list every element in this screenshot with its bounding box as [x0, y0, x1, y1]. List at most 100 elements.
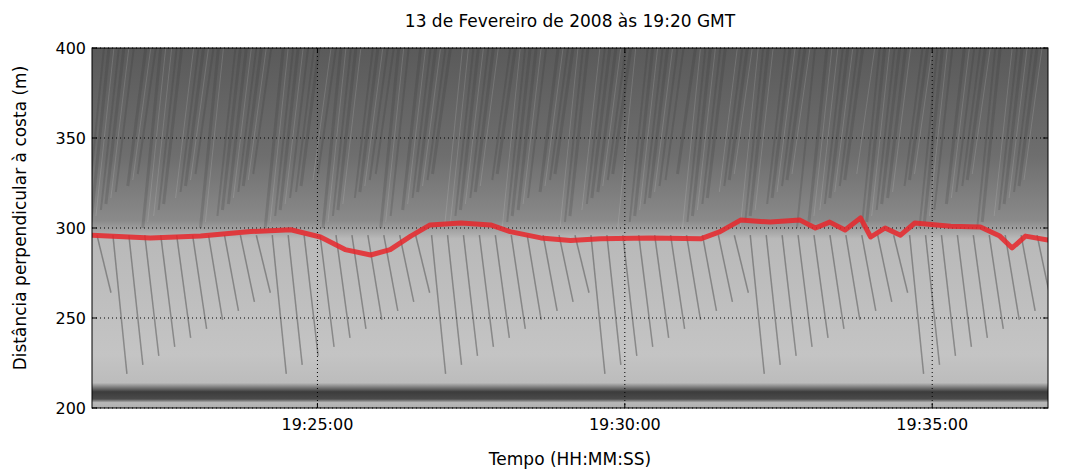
x-axis-title: Tempo (HH:MM:SS) [488, 449, 651, 469]
image-streak [755, 48, 773, 210]
image-streak [910, 48, 928, 180]
image-streak [164, 48, 182, 204]
y-axis-title: Distância perpendicular à costa (m) [10, 66, 30, 371]
shoreline [92, 218, 1048, 255]
image-streak [702, 48, 720, 204]
image-streak [186, 48, 204, 186]
image-swash [607, 235, 621, 365]
image-swash [272, 235, 286, 374]
image-swash [973, 235, 987, 338]
image-streak [285, 48, 303, 204]
image-swash [400, 235, 414, 302]
image-streak [951, 48, 969, 198]
image-swash [718, 235, 732, 302]
image-swash [177, 235, 191, 338]
image-streak [608, 48, 626, 180]
y-tick-label: 400 [55, 39, 86, 58]
image-streak [290, 48, 308, 198]
plot-frame [92, 48, 1048, 408]
image-streak [222, 48, 240, 210]
image-swash [989, 235, 1003, 329]
image-streak [745, 48, 763, 222]
image-streak [370, 48, 388, 180]
x-tick [317, 403, 318, 408]
x-tick [932, 48, 933, 53]
y-tick [1043, 318, 1048, 319]
image-streak [924, 48, 942, 222]
image-streak [106, 48, 124, 204]
image-streak [882, 48, 900, 204]
x-tick-label: 19:25:00 [281, 415, 353, 434]
image-streak [946, 48, 964, 204]
grid [92, 48, 1048, 408]
image-streak [243, 48, 261, 186]
image-swash [432, 235, 446, 374]
y-tick [92, 408, 97, 409]
image-streak [724, 48, 742, 186]
image-streak [148, 48, 166, 222]
image-streak [328, 48, 346, 222]
y-grid-line [92, 138, 1048, 139]
image-streak [787, 48, 805, 180]
image-streak [877, 48, 895, 210]
image-swash [1037, 235, 1048, 302]
image-swash [145, 235, 159, 356]
image-streak [143, 48, 161, 228]
image-streak [200, 48, 218, 228]
image-streak [480, 48, 498, 186]
image-swash [702, 235, 716, 311]
image-streak [972, 48, 990, 174]
image-streak [360, 48, 378, 192]
image-swash [639, 235, 653, 347]
y-tick [92, 48, 97, 49]
image-streak [655, 48, 673, 192]
y-tick [1043, 228, 1048, 229]
image-swash [416, 235, 430, 293]
image-streak [570, 48, 588, 216]
image-streak [603, 48, 621, 186]
image-swash [671, 235, 685, 329]
image-swash [941, 235, 955, 356]
image-streak [550, 48, 568, 180]
image-streak [729, 48, 747, 180]
image-swash [862, 235, 876, 311]
y-tick-label: 250 [55, 309, 86, 328]
image-streak [523, 48, 541, 204]
image-swash [957, 235, 971, 347]
image-swash [830, 235, 844, 329]
image-streak [205, 48, 223, 222]
image-swash [878, 235, 892, 302]
image-streak [386, 48, 404, 222]
image-streak [982, 48, 1000, 222]
image-streak [565, 48, 583, 222]
image-streak [750, 48, 768, 216]
title: 13 de Fevereiro de 2008 às 19:20 GMT [405, 11, 736, 31]
image-swash [910, 235, 924, 374]
image-swash [448, 235, 462, 365]
image-streak [582, 48, 600, 210]
image-swash [193, 235, 207, 329]
image-streak [857, 48, 875, 174]
image-streak [253, 48, 271, 174]
image-swash [256, 235, 270, 293]
image-streak [592, 48, 610, 198]
y-tick-label: 200 [55, 399, 86, 418]
image-swash [655, 235, 669, 338]
image-streak [734, 48, 752, 174]
y-tick [1043, 48, 1048, 49]
image-swash [320, 235, 334, 347]
image-streak [1014, 48, 1032, 192]
image-streak [1024, 48, 1042, 180]
image-streak [967, 48, 985, 180]
image-streak [840, 48, 858, 186]
image-swash [240, 235, 254, 302]
x-tick [932, 403, 933, 408]
image-swash [559, 235, 573, 302]
y-grid-line [92, 228, 1048, 229]
image-swash [734, 235, 748, 293]
image-streak [555, 48, 573, 174]
image-swash [750, 235, 764, 374]
image-swash [782, 235, 796, 356]
image-swash [846, 235, 860, 320]
image-streak [248, 48, 266, 180]
